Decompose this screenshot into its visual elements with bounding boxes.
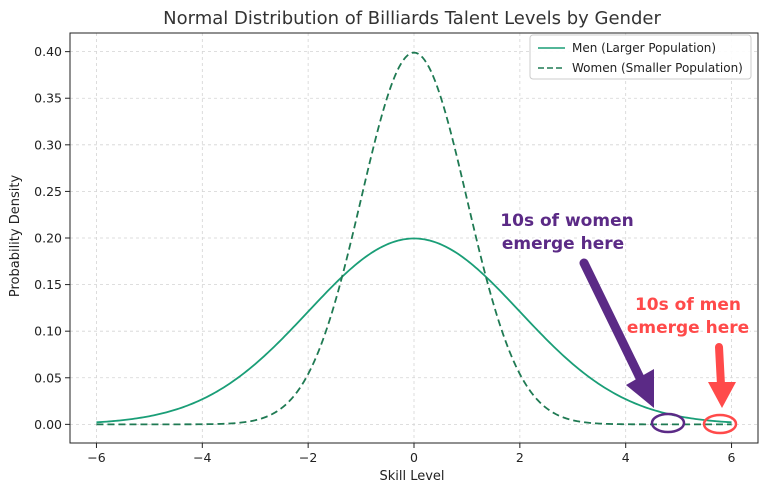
y-tick-label: 0.05 bbox=[34, 370, 62, 385]
annotation-men-arrow bbox=[708, 343, 736, 408]
annotation-women-line1: 10s of women bbox=[500, 211, 633, 231]
y-tick-label: 0.20 bbox=[34, 231, 62, 246]
x-tick-label: 0 bbox=[410, 450, 418, 465]
series-line-men bbox=[96, 237, 732, 424]
annotation-women-line2: emerge here bbox=[502, 234, 624, 254]
y-tick-label: 0.30 bbox=[34, 137, 62, 152]
curves bbox=[96, 51, 732, 426]
legend: Men (Larger Population) Women (Smaller P… bbox=[529, 34, 752, 80]
annotation-women-arrow bbox=[579, 258, 654, 408]
y-tick-label: 0.15 bbox=[34, 277, 62, 292]
x-axis-label: Skill Level bbox=[379, 469, 444, 484]
legend-label-women: Women (Smaller Population) bbox=[572, 61, 743, 75]
x-tick-label: 2 bbox=[516, 450, 524, 465]
ticks: −6 −4 −2 0 2 4 6 0.00 0.05 0.10 0.15 0.20 0.25 0.30 0.… bbox=[34, 44, 735, 465]
x-tick-label: 4 bbox=[622, 450, 630, 465]
y-tick-label: 0.25 bbox=[34, 184, 62, 199]
y-tick-label: 0.10 bbox=[34, 324, 62, 339]
legend-label-men: Men (Larger Population) bbox=[572, 41, 716, 55]
annotation-women-circle bbox=[650, 412, 686, 434]
annotation-men-circle bbox=[702, 413, 738, 435]
grid bbox=[70, 33, 758, 443]
annotation-men-line2: emerge here bbox=[627, 318, 749, 338]
y-tick-label: 0.00 bbox=[34, 417, 62, 432]
y-tick-label: 0.35 bbox=[34, 91, 62, 106]
annotations: 10s of women emerge here 10s of men emer… bbox=[498, 209, 751, 435]
x-tick-label: −2 bbox=[299, 450, 317, 465]
y-axis-label: Probability Density bbox=[8, 175, 23, 298]
chart-title: Normal Distribution of Billiards Talent … bbox=[163, 8, 661, 29]
series-line-women bbox=[96, 51, 732, 426]
x-tick-label: 6 bbox=[728, 450, 736, 465]
legend-box bbox=[529, 34, 752, 80]
x-tick-label: −6 bbox=[87, 450, 105, 465]
annotation-men-line1: 10s of men bbox=[635, 295, 741, 315]
y-tick-label: 0.40 bbox=[34, 44, 62, 59]
x-tick-label: −4 bbox=[193, 450, 211, 465]
